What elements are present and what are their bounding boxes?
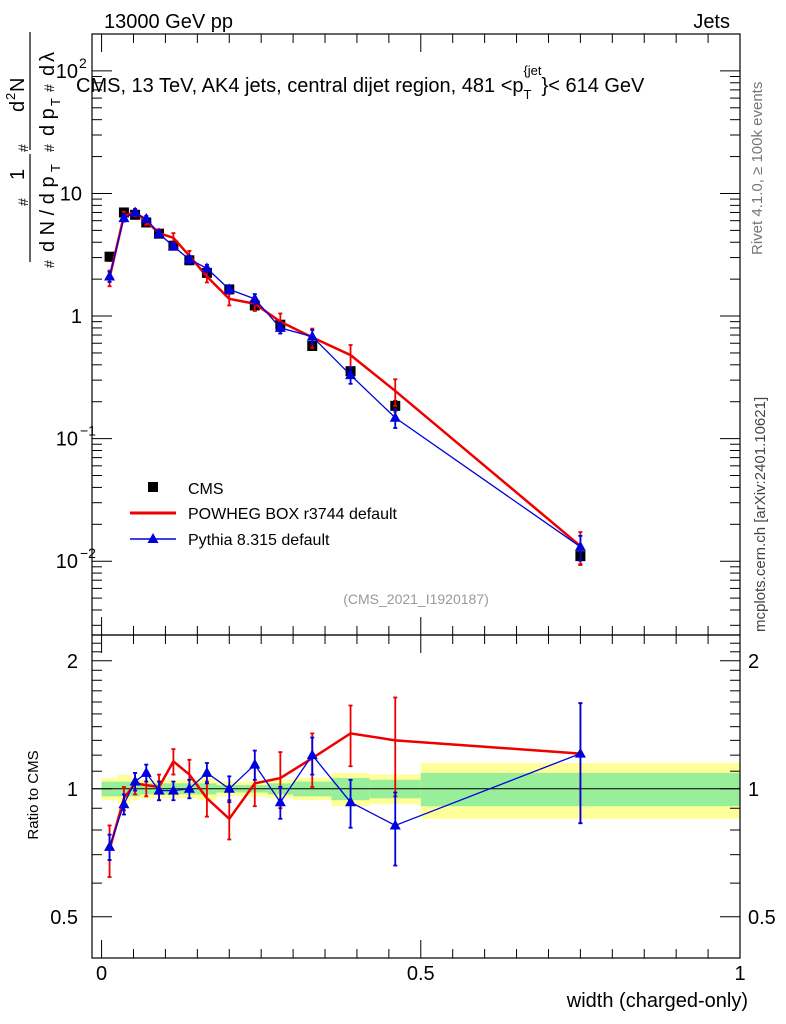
pythia-ratio-point	[118, 798, 130, 809]
axis-ticks	[92, 33, 741, 959]
ratio-y-tick-label-right: 0.5	[748, 907, 776, 929]
x-tick-label: 1	[734, 963, 745, 985]
svg-text:T: T	[48, 164, 63, 172]
svg-text:#: #	[15, 198, 31, 206]
ratio-y-tick-label-right: 2	[748, 651, 759, 673]
main-y-tick-exponent: 2	[79, 55, 87, 71]
analysis-watermark: (CMS_2021_I1920187)	[343, 591, 489, 607]
x-axis-label: width (charged-only)	[566, 990, 748, 1012]
pythia-ratio-point	[274, 796, 286, 807]
svg-text:#: #	[41, 144, 57, 152]
x-tick-label: 0	[96, 963, 107, 985]
plot-title-tail: }< 614 GeV	[542, 75, 646, 97]
legend-powheg-label: POWHEG BOX r3744 default	[188, 506, 398, 523]
pythia-main-point	[201, 262, 213, 273]
pythia-main-line	[108, 211, 581, 548]
svg-text:d p: d p	[37, 108, 59, 136]
svg-text:d N / d p: d N / d p	[37, 176, 59, 252]
svg-text:1: 1	[7, 169, 29, 180]
pythia-main-point	[249, 292, 261, 303]
main-y-tick-label: 10	[56, 429, 78, 451]
pythia-ratio-point	[389, 819, 401, 830]
pythia-ratio-point	[140, 766, 152, 777]
legend: CMS POWHEG BOX r3744 default Pythia 8.31…	[130, 481, 398, 549]
header-energy-label: 13000 GeV pp	[104, 11, 233, 33]
pythia-ratio-point	[201, 766, 213, 777]
pythia-main-point	[306, 330, 318, 341]
pythia-main-point	[129, 206, 141, 217]
ratio-y-tick-label: 2	[67, 651, 78, 673]
pythia-ratio-point	[167, 784, 179, 795]
ratio-y-axis-label: Ratio to CMS	[25, 750, 42, 839]
pythia-ratio-point	[249, 758, 261, 769]
svg-text:#: #	[15, 144, 31, 152]
svg-text:T: T	[48, 98, 63, 106]
pythia-ratio-point	[104, 840, 116, 851]
svg-text:#: #	[41, 260, 57, 268]
pythia-ratio-point	[129, 775, 141, 786]
plot-title: CMS, 13 TeV, AK4 jets, central dijet reg…	[76, 63, 645, 102]
main-y-tick-label: 10	[56, 61, 78, 83]
ratio-y-tick-label: 1	[67, 779, 78, 801]
plot-title-sub: T	[524, 87, 532, 102]
svg-text:d: d	[7, 101, 29, 112]
pythia-main-point	[118, 212, 130, 223]
ratio-y-tick-label: 0.5	[50, 907, 78, 929]
pythia-ratio-point	[574, 747, 586, 758]
pythia-ratio-point	[345, 796, 357, 807]
plot-title-main: CMS, 13 TeV, AK4 jets, central dijet reg…	[76, 75, 524, 97]
side-rivet-label: Rivet 4.1.0, ≥ 100k events	[749, 82, 766, 255]
header-jets-label: Jets	[693, 11, 730, 33]
data-series	[104, 206, 586, 878]
pythia-ratio-point	[306, 749, 318, 760]
x-tick-label: 0.5	[407, 963, 435, 985]
main-y-tick-label: 10	[60, 183, 82, 205]
pythia-main-point	[223, 283, 235, 294]
main-y-tick-exponent: −1	[80, 423, 96, 439]
legend-pythia-marker	[147, 533, 159, 543]
cms-data-point	[104, 251, 115, 262]
legend-cms-marker	[148, 482, 158, 492]
ratio-panel-frame	[91, 634, 741, 959]
pythia-main-point	[274, 321, 286, 332]
plot-title-sup: {jet	[523, 63, 541, 78]
svg-text:N: N	[7, 78, 29, 92]
pythia-main-point	[140, 212, 152, 223]
pythia-main-point	[574, 540, 586, 551]
main-y-tick-label: 10	[56, 551, 78, 573]
svg-text:2: 2	[3, 93, 18, 100]
pythia-ratio-point	[223, 782, 235, 793]
ratio-y-tick-label-right: 1	[748, 779, 759, 801]
pythia-ratio-point	[153, 784, 165, 795]
svg-text:d: d	[37, 65, 59, 76]
main-y-tick-label: 1	[71, 306, 82, 328]
main-y-tick-exponent: −2	[80, 545, 96, 561]
pythia-main-point	[389, 411, 401, 422]
pythia-main-point	[104, 270, 116, 281]
pythia-main-point	[183, 253, 195, 264]
axes-frames	[91, 33, 741, 959]
main-y-axis-label: # 1 # d N / d p T # d 2 N # d p T # d λ	[3, 32, 63, 268]
pythia-main-point	[167, 240, 179, 251]
pythia-main-point	[153, 227, 165, 238]
legend-pythia-label: Pythia 8.315 default	[188, 532, 330, 549]
pythia-main-point	[345, 369, 357, 380]
side-mcplots-label: mcplots.cern.ch [arXiv:2401.10621]	[752, 397, 769, 632]
svg-text:λ: λ	[37, 52, 59, 62]
svg-text:#: #	[41, 84, 57, 92]
pythia-ratio-point	[183, 782, 195, 793]
powheg-main-line	[108, 211, 582, 547]
legend-cms-label: CMS	[188, 481, 224, 498]
